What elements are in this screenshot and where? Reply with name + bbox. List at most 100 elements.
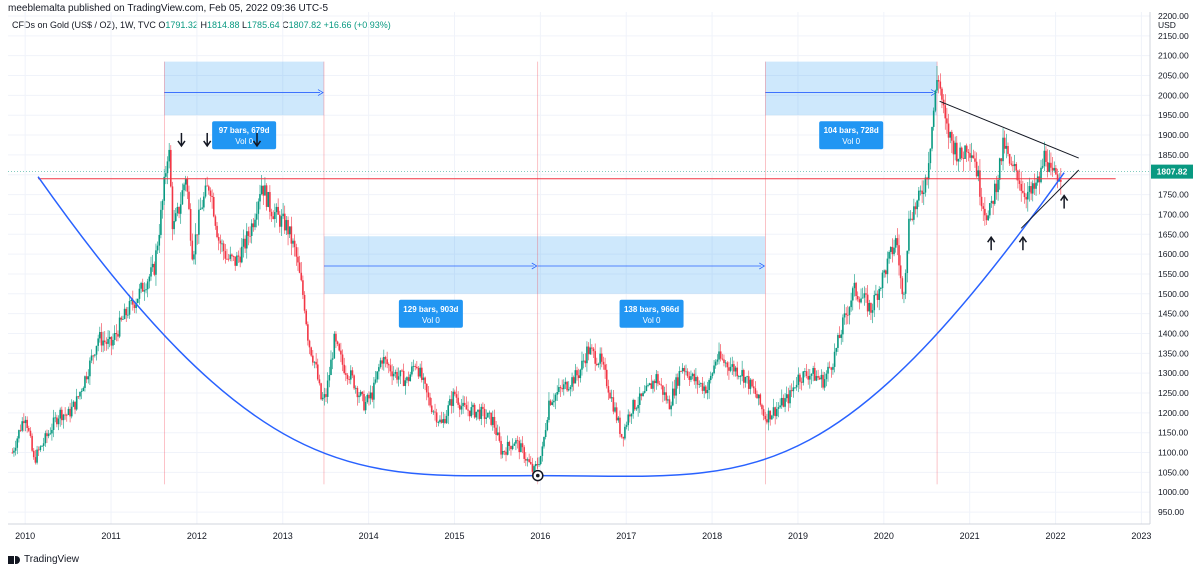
symbol-legend: CFDs on Gold (US$ / OZ), 1W, TVC O1791.3…	[12, 20, 391, 30]
candle-body	[771, 415, 773, 420]
candle-body	[800, 381, 803, 383]
candle-body	[260, 185, 263, 195]
candle-body	[326, 380, 329, 397]
candle-body	[292, 240, 294, 244]
candle-body	[229, 254, 232, 259]
candle-body	[681, 367, 684, 372]
candle-body	[54, 417, 57, 419]
candle-body	[742, 370, 745, 383]
candle-body	[587, 346, 590, 355]
candle-body	[572, 377, 575, 384]
brand-name: TradingView	[24, 554, 80, 565]
candle-body	[582, 360, 585, 362]
candle-body	[738, 376, 740, 378]
candle-body	[151, 263, 154, 268]
candle-body	[751, 379, 753, 387]
candle-body	[335, 333, 337, 342]
candle-body	[989, 203, 991, 216]
candle-body	[310, 347, 312, 356]
candle-body	[965, 145, 968, 152]
candle-body	[554, 394, 557, 401]
candle-body	[90, 355, 93, 361]
x-tick-label: 2016	[530, 531, 550, 541]
ohlc-low: L1785.64	[242, 20, 280, 30]
candle-body	[860, 298, 862, 303]
candle-body	[1031, 183, 1034, 194]
candle-body	[252, 223, 255, 228]
candle-body	[49, 433, 52, 435]
candle-body	[643, 391, 646, 393]
candle-body	[463, 402, 466, 406]
candle-body	[95, 345, 98, 355]
candle-body	[100, 332, 103, 346]
candle-body	[974, 158, 976, 162]
candle-body	[569, 386, 572, 390]
measure-label-3: 104 bars, 728d	[824, 126, 879, 135]
currency-label: USD	[1158, 20, 1176, 30]
candle-body	[374, 379, 377, 383]
candle-body	[918, 190, 920, 201]
candle-body	[449, 399, 451, 406]
candle-body	[951, 131, 953, 141]
candle-body	[389, 365, 392, 372]
candle-body	[728, 367, 730, 371]
candle-body	[488, 412, 491, 414]
candle-body	[37, 449, 40, 451]
candle-body	[566, 381, 568, 391]
candle-body	[307, 324, 309, 341]
candle-body	[346, 374, 349, 380]
candle-body	[477, 409, 479, 412]
candle-body	[670, 405, 672, 410]
measure-label-bg-2	[619, 299, 684, 328]
candle-body	[219, 240, 222, 244]
candle-body	[1027, 191, 1029, 200]
candle-body	[708, 380, 710, 390]
candle-body	[523, 447, 525, 459]
candle-body	[280, 216, 283, 227]
candle-body	[861, 297, 864, 299]
candle-body	[794, 387, 796, 389]
candle-body	[62, 414, 65, 421]
candle-body	[914, 206, 917, 210]
candle-body	[993, 183, 996, 204]
candle-body	[885, 270, 887, 275]
candle-body	[207, 186, 210, 191]
candle-body	[782, 397, 785, 407]
candle-body	[690, 376, 692, 380]
candle-body	[14, 447, 17, 451]
candle-body	[437, 422, 440, 423]
candle-body	[1055, 168, 1057, 175]
candle-body	[156, 245, 159, 251]
candle-body	[122, 318, 124, 320]
candle-body	[513, 443, 516, 446]
candle-body	[351, 370, 354, 376]
candle-body	[47, 433, 50, 437]
candle-body	[596, 363, 598, 366]
candle-body	[212, 196, 215, 217]
x-tick-label: 2019	[788, 531, 808, 541]
candle-body	[483, 408, 486, 419]
candle-body	[667, 399, 669, 401]
measure-label-2: 138 bars, 966d	[624, 305, 679, 314]
candle-body	[764, 415, 767, 420]
candle-body	[818, 377, 821, 380]
candle-body	[883, 270, 885, 273]
candle-body	[439, 419, 441, 423]
candle-body	[559, 387, 562, 389]
up-arrowhead-2	[1060, 194, 1069, 201]
footer-brand[interactable]: TradingView	[8, 554, 79, 565]
candle-body	[558, 387, 560, 393]
candle-body	[634, 399, 636, 410]
candle-body	[1010, 163, 1013, 165]
candle-body	[231, 254, 233, 257]
candle-body	[969, 153, 971, 158]
x-tick-label: 2011	[101, 531, 120, 541]
candle-body	[330, 359, 332, 376]
candle-body	[171, 186, 174, 230]
candle-body	[876, 293, 879, 300]
candle-body	[695, 377, 697, 382]
candle-body	[678, 371, 681, 386]
candle-body	[186, 179, 189, 192]
candle-body	[761, 404, 763, 410]
